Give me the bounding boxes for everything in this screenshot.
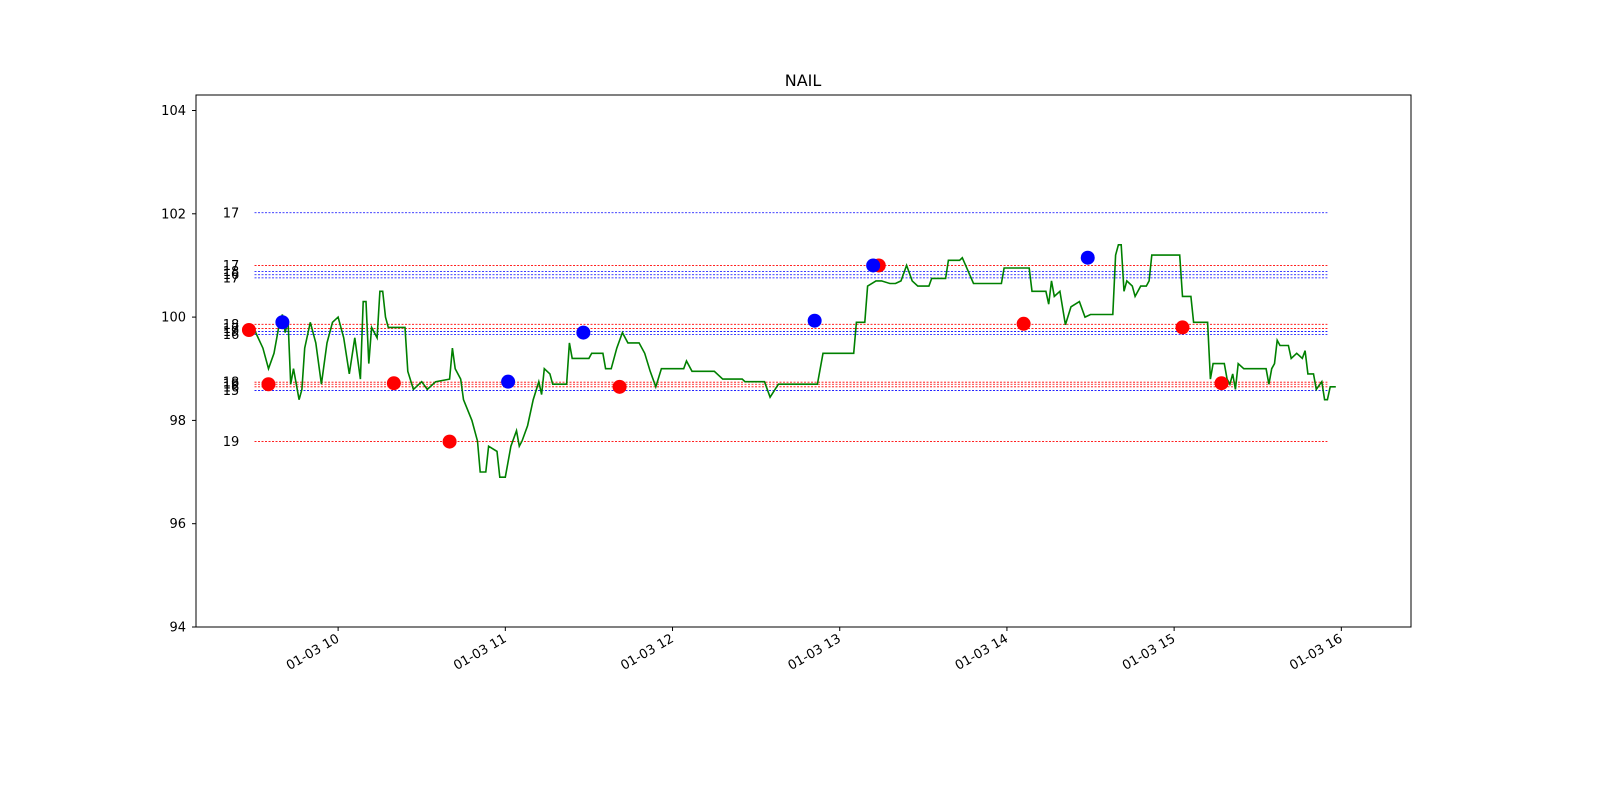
level-label: 19 bbox=[223, 435, 240, 450]
blue-signal-marker bbox=[576, 325, 591, 340]
level-label: 18 bbox=[223, 376, 240, 391]
red-signal-marker bbox=[442, 434, 457, 449]
chart-title: NAIL bbox=[785, 71, 822, 90]
red-signal-marker bbox=[1214, 376, 1229, 391]
y-tick-label: 104 bbox=[161, 104, 186, 119]
blue-signal-marker bbox=[1080, 250, 1095, 265]
x-tick-label: 01-03 14 bbox=[953, 631, 1011, 673]
level-label: 16 bbox=[223, 328, 240, 343]
level-label: 15 bbox=[223, 384, 240, 399]
level-label: 18 bbox=[223, 318, 240, 333]
level-label: 17 bbox=[223, 259, 240, 274]
y-tick-label: 102 bbox=[161, 207, 186, 222]
y-tick-label: 98 bbox=[169, 414, 186, 429]
x-tick-label: 01-03 15 bbox=[1120, 631, 1178, 673]
red-signal-marker bbox=[241, 323, 256, 338]
level-lines bbox=[254, 212, 1328, 442]
x-tick-label: 01-03 13 bbox=[786, 631, 844, 673]
price-line bbox=[253, 244, 1336, 478]
y-tick-label: 94 bbox=[169, 621, 186, 636]
level-label: 16 bbox=[223, 380, 240, 395]
red-signal-marker bbox=[612, 379, 627, 394]
level-label: 18 bbox=[223, 265, 240, 280]
y-tick-label: 100 bbox=[161, 311, 186, 326]
x-tick-label: 01-03 10 bbox=[284, 631, 342, 673]
red-signal-marker bbox=[1175, 320, 1190, 335]
level-label: 19 bbox=[223, 325, 240, 340]
blue-signal-marker bbox=[866, 258, 881, 273]
red-signal-marker bbox=[1016, 316, 1031, 331]
red-signal-marker bbox=[261, 377, 276, 392]
plot-frame bbox=[195, 94, 1412, 628]
level-label: 17 bbox=[223, 322, 240, 337]
y-axis: 94 96 98 100 102 104 bbox=[161, 104, 196, 636]
level-label: 17 bbox=[223, 271, 240, 286]
y-tick-label: 96 bbox=[169, 517, 186, 532]
x-axis: 01-03 10 01-03 11 01-03 12 01-03 13 01-03 14… bbox=[284, 627, 1345, 674]
x-tick-label: 01-03 12 bbox=[618, 631, 676, 673]
blue-signal-marker bbox=[501, 374, 516, 389]
level-label: 16 bbox=[223, 268, 240, 283]
level-label: 17 bbox=[223, 206, 240, 221]
level-label: 19 bbox=[223, 378, 240, 393]
blue-signal-marker bbox=[807, 313, 822, 328]
price-series bbox=[253, 244, 1336, 478]
x-tick-label: 01-03 16 bbox=[1287, 631, 1345, 673]
blue-signal-marker bbox=[275, 315, 290, 330]
x-tick-label: 01-03 11 bbox=[451, 631, 509, 673]
red-signal-marker bbox=[386, 376, 401, 391]
signal-markers bbox=[241, 250, 1229, 449]
